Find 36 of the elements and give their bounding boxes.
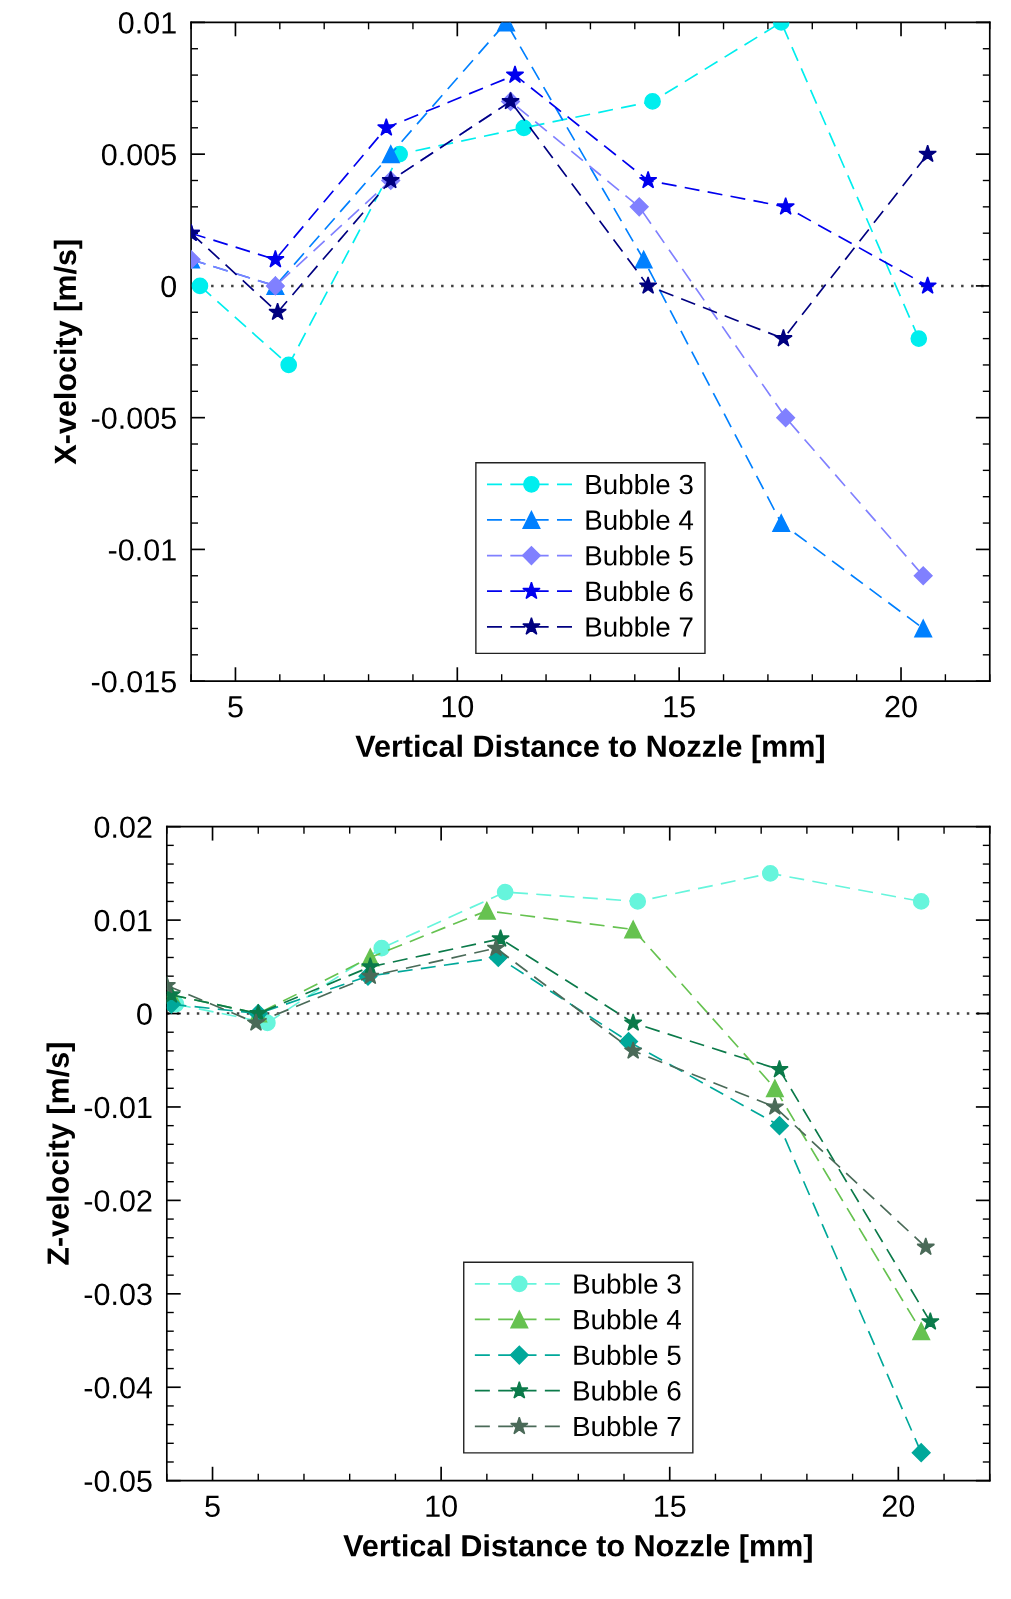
legend-label: Bubble 6: [586, 580, 693, 602]
legend-label: Bubble 6: [574, 1380, 681, 1401]
y-tick-label: 0: [137, 1003, 152, 1025]
x-tick-label: 15: [664, 696, 695, 718]
x-tick-label: 5: [205, 1495, 220, 1518]
y-tick-label: 0.005: [101, 143, 176, 166]
y-tick-label: 0.01: [94, 909, 152, 932]
legend-label: Bubble 5: [586, 545, 693, 566]
y-tick-label: 0.01: [118, 12, 176, 34]
y-tick-label: -0.05: [84, 1470, 152, 1493]
y-tick-label: -0.03: [84, 1283, 152, 1306]
y-axis-title: Z-velocity [m/s]: [46, 1043, 75, 1265]
y-tick-label: -0.01: [108, 539, 176, 561]
legend-label: Bubble 7: [574, 1415, 681, 1437]
x-tick-label: 20: [882, 1495, 915, 1518]
legend-label: Bubble 3: [586, 473, 693, 495]
x-tick-label: 5: [228, 696, 243, 718]
y-tick-label: -0.04: [84, 1376, 153, 1399]
x-axis-title: Vertical Distance to Nozzle [mm]: [343, 1534, 812, 1563]
x-tick-label: 10: [442, 695, 474, 718]
y-tick-label: -0.01: [84, 1096, 152, 1119]
y-tick-label: 0: [161, 275, 176, 298]
y-tick-label: 0.02: [94, 816, 152, 839]
legend-label: Bubble 4: [574, 1309, 681, 1330]
y-tick-label: -0.015: [91, 670, 176, 693]
y-axis-title: X-velocity [m/s]: [53, 240, 83, 465]
legend-label: Bubble 5: [574, 1344, 681, 1366]
y-tick-label: -0.005: [91, 407, 176, 430]
y-tick-label: -0.02: [84, 1190, 152, 1212]
legend-label: Bubble 4: [586, 509, 694, 530]
x-tick-label: 10: [426, 1495, 457, 1518]
x-tick-label: 20: [885, 695, 917, 718]
x-axis-title: Vertical Distance to Nozzle [mm]: [355, 734, 824, 764]
legend-label: Bubble 7: [586, 616, 693, 637]
x-tick-label: 15: [655, 1495, 686, 1518]
legend-label: Bubble 3: [574, 1273, 681, 1294]
